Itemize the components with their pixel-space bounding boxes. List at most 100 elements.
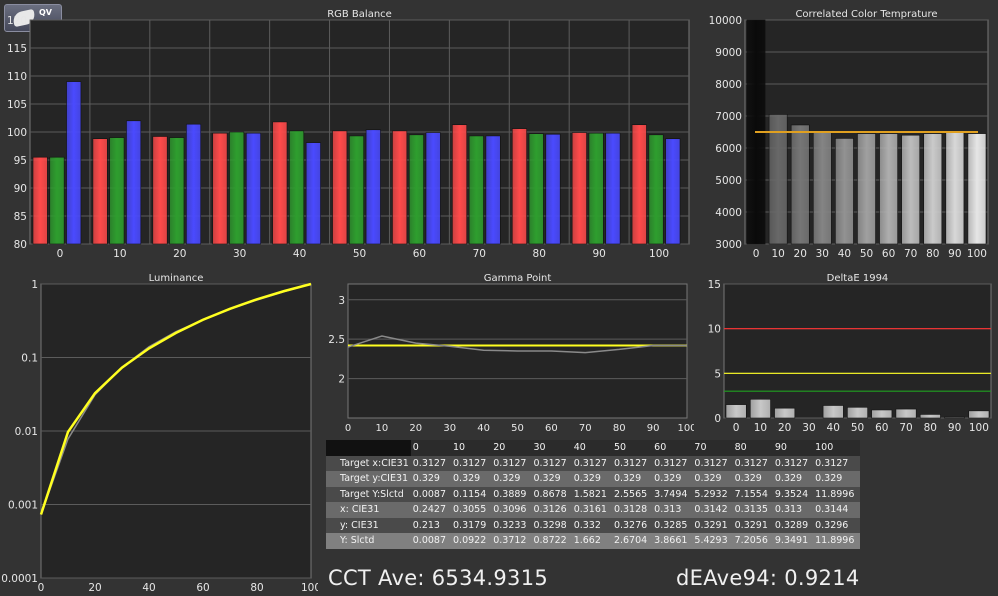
x-tick-label: 40 (142, 582, 155, 594)
cct-bar (945, 131, 965, 245)
table-cell: 0.329 (533, 473, 561, 485)
bar-green (169, 137, 185, 245)
deltae-bar (968, 410, 990, 419)
table-cell: 0.3135 (734, 504, 768, 516)
bar-green (468, 135, 484, 245)
x-tick-label: 90 (647, 423, 660, 434)
table-cell: 9.3491 (774, 535, 809, 547)
x-tick-label: 0 (753, 248, 760, 260)
table-cell: 5.2932 (694, 488, 728, 500)
bar-green (289, 130, 305, 245)
deltae-bar (725, 404, 747, 419)
table-cell: 0.3127 (613, 457, 648, 469)
y-tick-label: 0 (714, 413, 721, 425)
table-cell: 0.1154 (453, 488, 487, 500)
table-cell: 0.329 (734, 473, 762, 485)
luminance-chart: Luminance 0.0001 0.001 0.01 0.1 1 0 20 40 60 80 100 (1, 273, 318, 594)
table-cell: 0.3127 (493, 457, 527, 469)
y-tick-label: 10000 (709, 15, 742, 27)
x-tick-label: 60 (875, 422, 888, 434)
x-tick-label: 80 (924, 422, 937, 434)
cct-average: CCT Ave: 6534.9315 (328, 566, 549, 590)
table-cell: 0.3144 (815, 504, 849, 516)
table-corner (326, 440, 411, 456)
table-row-label: Target x:CIE31 (340, 457, 409, 469)
y-tick-label: 4000 (715, 207, 742, 219)
chart-title: Correlated Color Temprature (795, 9, 937, 20)
deltae-bar (774, 407, 796, 419)
y-tick-label: 105 (7, 99, 27, 111)
x-tick-label: 30 (802, 422, 815, 434)
bar-green (588, 132, 604, 245)
cct-bar (857, 133, 876, 245)
table-cell: 0.0087 (412, 535, 447, 547)
table-row: Target x:CIE31 0.3127 0.3127 0.3127 0.3127 0.… (326, 455, 860, 471)
table-row: Target Y:Slctd 0.0087 0.1154 0.3889 0.8678 1.… (326, 486, 860, 502)
x-tick-label: 60 (413, 248, 426, 260)
table-cell: 0.3055 (453, 504, 487, 516)
table-header-cell: 20 (493, 442, 506, 454)
y-tick-label: 15 (708, 279, 721, 291)
table-cell: 0.3096 (493, 504, 527, 516)
table-cell: 0.3126 (533, 504, 567, 516)
rgb-balance-chart: RGB Balance 80 85 90 95 100 105 110 115 120 0 10 20 3… (7, 9, 690, 260)
bar-blue (665, 138, 681, 245)
table-cell: 1.5821 (573, 488, 607, 500)
x-tick-label: 10 (754, 422, 767, 434)
bar-red (571, 132, 587, 245)
x-tick-label: 30 (816, 248, 829, 260)
x-tick-label: 90 (948, 422, 961, 434)
table-cell: 7.1554 (734, 488, 768, 500)
table-cell: 5.4293 (694, 535, 728, 547)
table-header-cell: 60 (654, 442, 667, 454)
y-tick-label: 8000 (715, 79, 742, 91)
table-row: Target y:CIE31 0.329 0.329 0.329 0.329 0.329 0… (326, 471, 860, 487)
deltae-bar (822, 405, 844, 419)
x-tick-label: 0 (733, 422, 740, 434)
table-cell: 0.329 (453, 473, 481, 485)
cct-bar (812, 131, 832, 245)
table-row: y: CIE31 0.213 0.3179 0.3233 0.3298 0.332 0.32… (326, 517, 860, 533)
table-cell: 0.3127 (774, 457, 809, 469)
x-tick-label: 70 (904, 248, 917, 260)
x-tick-label: 100 (967, 248, 987, 260)
x-tick-label: 100 (649, 248, 669, 260)
y-tick-label: 0.001 (8, 500, 38, 512)
bar-red (631, 124, 647, 245)
bar-blue (365, 129, 381, 245)
x-tick-label: 50 (851, 422, 864, 434)
table-cell: 0.329 (412, 473, 440, 485)
table-cell: 3.7494 (654, 488, 688, 500)
y-tick-label: 7000 (715, 111, 742, 123)
table-row-label: y: CIE31 (340, 519, 379, 531)
y-tick-label: 0.0001 (1, 573, 38, 585)
deltae-bar (871, 409, 893, 419)
luminance-line-yellow (39, 282, 312, 515)
bar-red (511, 128, 527, 245)
y-tick-label: 9000 (715, 47, 742, 59)
table-cell: 2.5565 (613, 488, 648, 500)
x-tick-label: 50 (860, 248, 873, 260)
x-tick-label: 20 (778, 422, 791, 434)
x-tick-label: 60 (196, 582, 209, 594)
table-cell: 0.3161 (573, 504, 607, 516)
table-cell: 0.0922 (453, 535, 487, 547)
y-tick-label: 115 (7, 43, 27, 55)
cct-bar (790, 124, 810, 245)
bar-green (229, 131, 245, 245)
table-row-label: Y: Slctd (340, 535, 375, 547)
deltae-chart: DeltaE 1994 0 5 10 15 0 10 20 30 40 50 60 70 80 90 100 (708, 273, 992, 434)
table-cell: 11.8996 (815, 535, 855, 547)
table-cell: 0.3276 (613, 519, 648, 531)
table-cell: 0.3233 (493, 519, 527, 531)
bar-green (49, 156, 65, 245)
x-tick-label: 50 (511, 423, 524, 434)
table-row-label: Target y:CIE31 (340, 473, 409, 485)
table-cell: 3.8661 (654, 535, 688, 547)
y-tick-label: 0.01 (15, 426, 38, 438)
table-cell: 0.3142 (694, 504, 728, 516)
bar-green (109, 137, 125, 245)
cct-bar (768, 114, 788, 245)
table-header-cell: 10 (453, 442, 466, 454)
